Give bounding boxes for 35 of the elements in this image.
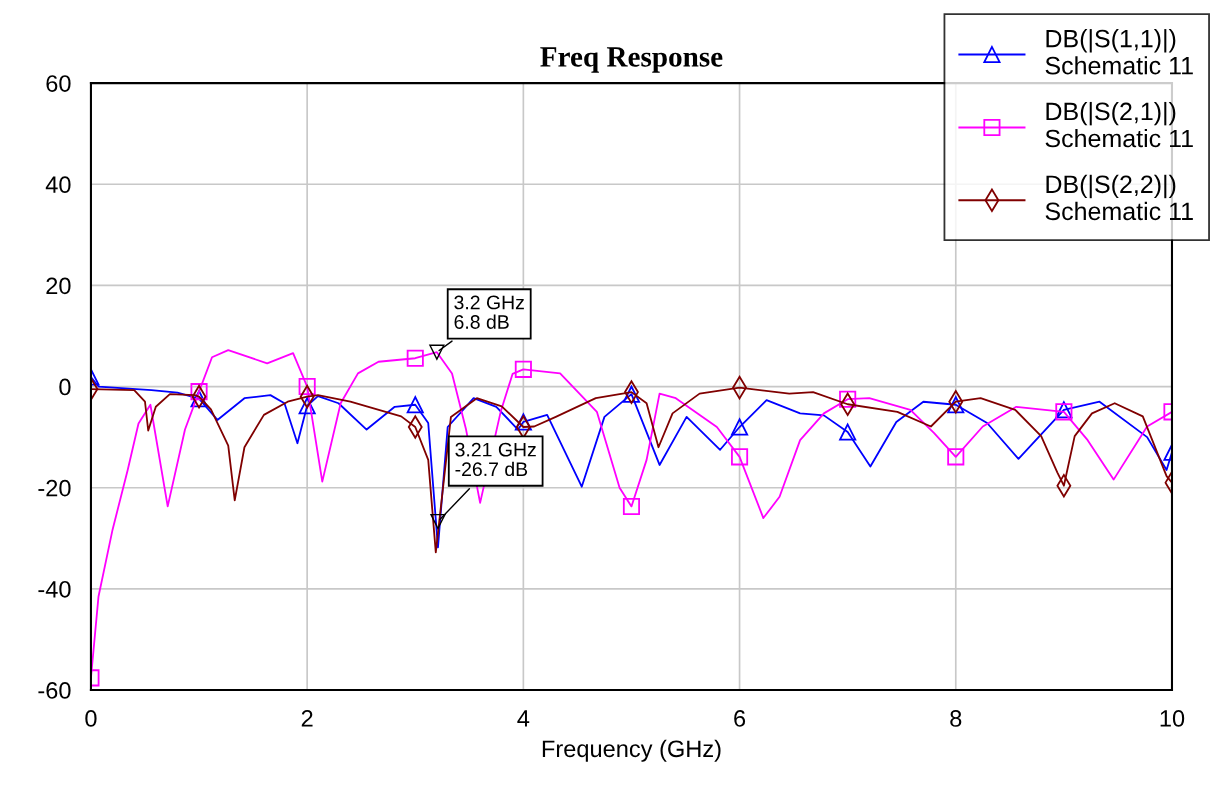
point [839,390,857,408]
point [622,497,641,515]
y-tick-label: 40 [45,176,71,194]
legend-label: DB(|S(2,2)|) Schematic 11 [1045,174,1193,221]
point [190,383,208,401]
x-tick-label: 10 [1160,710,1185,727]
point [731,418,749,436]
annotation: 3.2 GHz 6.8 dB [454,295,524,329]
annotation: 3.21 GHz -26.7 dB [455,442,536,477]
y-tick-label: 20 [46,277,71,295]
y-tick-label: -60 [38,682,71,699]
x-tick-label: 4 [517,710,530,727]
point [514,360,532,378]
legend-label: DB(|S(2,1)|) Schematic 11 [1045,101,1193,148]
point [622,385,641,403]
x-tick-label: 2 [301,710,313,727]
point [731,448,749,466]
point [190,390,208,408]
x-axis-title: Frequency (GHz) [542,739,721,762]
x-tick-label: 0 [85,710,97,727]
point [406,349,424,367]
point [947,448,965,466]
x-tick-label: 8 [950,710,962,727]
point [298,397,316,415]
y-tick-label: 0 [59,378,71,396]
point [947,396,965,414]
chart-title: Freq Response [540,47,723,73]
y-tick-label: -20 [38,479,71,497]
x-tick-label: 6 [734,710,746,727]
point [298,378,316,396]
y-tick-label: -40 [38,580,71,598]
legend-label: DB(|S(1,1)|) Schematic 11 [1045,29,1193,75]
point [406,396,424,414]
y-tick-label: 60 [46,75,71,92]
point [839,423,857,441]
